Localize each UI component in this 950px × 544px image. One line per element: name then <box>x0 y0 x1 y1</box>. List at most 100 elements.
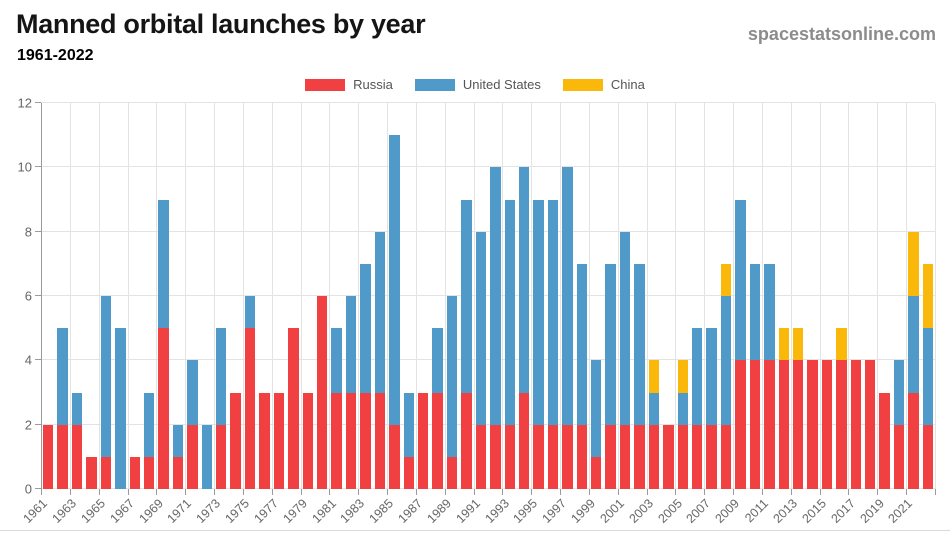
bar-1991[interactable] <box>474 103 488 489</box>
x-axis-label: 2021 <box>885 496 916 526</box>
bar-2007[interactable] <box>704 103 718 489</box>
bar-1987[interactable] <box>416 103 430 489</box>
bar-1970[interactable] <box>171 103 185 489</box>
bar-2006[interactable] <box>690 103 704 489</box>
bar-segment-united-states <box>331 328 342 393</box>
x-gridline <box>733 103 735 489</box>
bar-segment-united-states <box>908 296 919 393</box>
x-axis-tick <box>675 489 677 495</box>
x-gridline <box>185 103 187 489</box>
bar-2000[interactable] <box>603 103 617 489</box>
bar-1968[interactable] <box>142 103 156 489</box>
bar-1989[interactable] <box>445 103 459 489</box>
bar-1990[interactable] <box>459 103 473 489</box>
bar-1965[interactable] <box>99 103 113 489</box>
x-axis-label: 2007 <box>683 496 714 526</box>
bar-2019[interactable] <box>877 103 891 489</box>
bar-1994[interactable] <box>517 103 531 489</box>
bar-1972[interactable] <box>200 103 214 489</box>
legend-item-china[interactable]: China <box>562 77 645 92</box>
bar-2014[interactable] <box>805 103 819 489</box>
bar-2009[interactable] <box>733 103 747 489</box>
bar-2010[interactable] <box>748 103 762 489</box>
bar-1999[interactable] <box>589 103 603 489</box>
bar-2008[interactable] <box>719 103 733 489</box>
bar-1992[interactable] <box>488 103 502 489</box>
bar-1986[interactable] <box>402 103 416 489</box>
bar-1975[interactable] <box>243 103 257 489</box>
bar-2020[interactable] <box>892 103 906 489</box>
x-axis-label: 1981 <box>309 496 339 526</box>
x-axis-tick <box>185 489 187 495</box>
bar-2002[interactable] <box>632 103 646 489</box>
bar-segment-russia <box>475 424 487 489</box>
bar-1973[interactable] <box>214 103 228 489</box>
bar-1998[interactable] <box>575 103 589 489</box>
bar-2003[interactable] <box>647 103 661 489</box>
bar-1961[interactable] <box>41 103 55 489</box>
bar-segment-russia <box>591 456 602 489</box>
bar-2021[interactable] <box>906 103 920 489</box>
bar-1971[interactable] <box>185 103 199 489</box>
bar-1962[interactable] <box>55 103 69 489</box>
bar-segment-russia <box>288 328 299 489</box>
bar-1995[interactable] <box>531 103 545 489</box>
x-axis-label: 1971 <box>164 496 195 526</box>
bar-2004[interactable] <box>661 103 675 489</box>
bar-2015[interactable] <box>820 103 834 489</box>
bar-1977[interactable] <box>272 103 286 489</box>
bar-1963[interactable] <box>70 103 84 489</box>
bar-1980[interactable] <box>315 103 329 489</box>
bar-1978[interactable] <box>286 103 300 489</box>
bar-1984[interactable] <box>373 103 387 489</box>
x-gridline <box>790 103 792 489</box>
bar-segment-russia <box>331 392 342 489</box>
bar-1993[interactable] <box>503 103 517 489</box>
x-gridline <box>271 103 273 489</box>
bar-1983[interactable] <box>358 103 372 489</box>
bar-2013[interactable] <box>791 103 805 489</box>
bar-1981[interactable] <box>329 103 343 489</box>
bar-2017[interactable] <box>849 103 863 489</box>
bar-2012[interactable] <box>777 103 791 489</box>
x-axis-label: 1995 <box>510 496 541 526</box>
bar-1967[interactable] <box>128 103 142 489</box>
bar-1996[interactable] <box>546 103 560 489</box>
bar-segment-russia <box>562 424 573 489</box>
bar-2011[interactable] <box>762 103 776 489</box>
bar-segment-russia <box>836 360 847 489</box>
legend-item-russia[interactable]: Russia <box>305 77 393 92</box>
bars-layer <box>41 103 935 489</box>
bar-1966[interactable] <box>113 103 127 489</box>
bar-1997[interactable] <box>560 103 574 489</box>
bar-segment-united-states <box>648 392 660 425</box>
bar-1979[interactable] <box>301 103 315 489</box>
bar-segment-united-states <box>533 199 544 425</box>
bar-1985[interactable] <box>387 103 401 489</box>
bar-1988[interactable] <box>430 103 444 489</box>
legend-label: China <box>610 77 645 92</box>
x-axis-label: 2013 <box>770 496 801 526</box>
x-axis-tick <box>271 489 273 495</box>
x-gridline <box>560 103 562 489</box>
bar-segment-united-states <box>57 328 68 425</box>
y-axis-label: 6 <box>24 288 32 304</box>
bar-1982[interactable] <box>344 103 358 489</box>
y-axis-label: 4 <box>24 352 32 368</box>
bar-2022[interactable] <box>921 103 935 489</box>
bar-1969[interactable] <box>156 103 170 489</box>
bar-1974[interactable] <box>228 103 242 489</box>
x-axis-tick <box>242 489 244 495</box>
bar-segment-russia <box>389 424 400 489</box>
legend-item-united-states[interactable]: United States <box>414 77 541 92</box>
bar-2016[interactable] <box>834 103 848 489</box>
x-axis-label: 1969 <box>135 496 166 526</box>
bar-2005[interactable] <box>676 103 690 489</box>
bar-1976[interactable] <box>257 103 271 489</box>
bar-1964[interactable] <box>84 103 98 489</box>
bar-2018[interactable] <box>863 103 877 489</box>
bar-2001[interactable] <box>618 103 632 489</box>
bar-segment-united-states <box>446 296 458 457</box>
x-gridline <box>300 103 302 489</box>
bar-segment-united-states <box>374 231 386 393</box>
